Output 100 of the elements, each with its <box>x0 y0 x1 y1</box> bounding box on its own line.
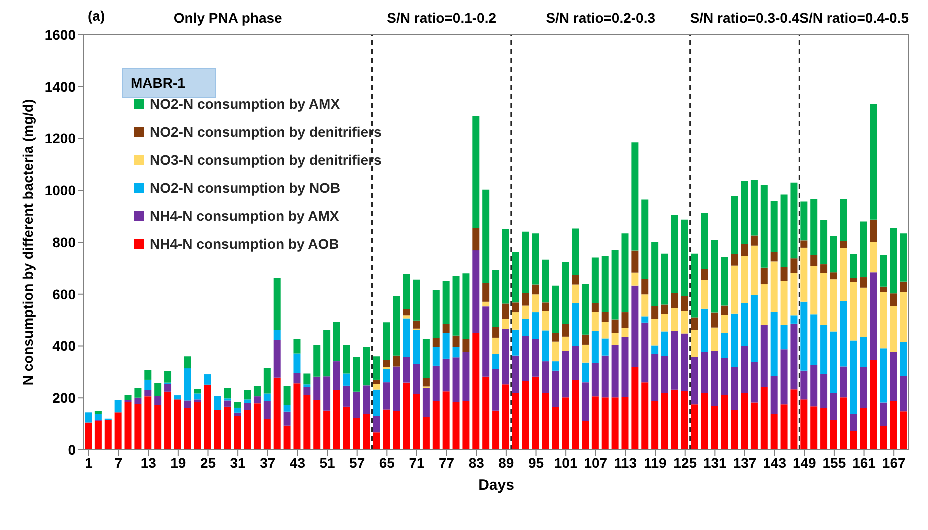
bar <box>174 396 182 400</box>
bar <box>800 302 808 371</box>
bar <box>790 316 798 324</box>
x-tick-label: 131 <box>703 454 728 471</box>
bar <box>741 181 748 244</box>
bar <box>592 331 599 364</box>
bar <box>373 380 380 384</box>
bar <box>592 363 599 397</box>
bar <box>632 272 639 286</box>
bar <box>403 318 410 358</box>
bar <box>642 279 649 295</box>
bar <box>244 400 252 404</box>
bar <box>294 354 301 374</box>
bar <box>512 393 520 450</box>
bar <box>830 393 838 420</box>
x-tick-label: 83 <box>468 454 485 471</box>
bar <box>632 142 639 251</box>
bar <box>224 388 232 399</box>
bar <box>542 260 550 303</box>
bar <box>830 420 838 450</box>
bar <box>840 366 848 398</box>
bar <box>671 308 678 332</box>
bar <box>572 275 580 285</box>
bar <box>194 402 202 450</box>
bar <box>582 362 589 383</box>
bar <box>880 402 888 426</box>
text: S/N ratio=0.4-0.5 <box>800 10 909 26</box>
bar <box>274 278 281 330</box>
bar <box>284 405 291 412</box>
bar <box>432 401 440 450</box>
bar <box>662 314 669 332</box>
bar <box>572 284 580 304</box>
bar <box>662 332 669 356</box>
legend-label: NH4-N consumption by AMX <box>150 208 340 224</box>
bar <box>800 202 808 241</box>
bar <box>274 330 281 340</box>
bar <box>741 393 748 450</box>
bar <box>632 286 639 368</box>
bar <box>850 340 858 414</box>
bar <box>642 316 649 323</box>
bar <box>850 431 858 450</box>
bar <box>622 328 629 338</box>
bar <box>224 400 232 407</box>
bar <box>770 252 778 262</box>
bar <box>403 309 410 316</box>
bar <box>602 312 609 322</box>
bar <box>721 395 728 450</box>
bar <box>860 408 868 450</box>
bar <box>820 374 828 408</box>
bar <box>204 374 212 385</box>
bar <box>552 333 560 342</box>
bar <box>662 356 669 394</box>
bar <box>602 338 609 356</box>
bar <box>562 262 570 324</box>
bar <box>542 362 550 394</box>
bar <box>264 394 271 401</box>
legend-label: NO3-N consumption by denitrifiers <box>150 152 382 168</box>
bar <box>562 351 570 398</box>
y-tick-label: 400 <box>52 338 76 354</box>
bar <box>652 346 659 354</box>
x-tick-label: 113 <box>614 454 638 471</box>
bar <box>353 392 360 418</box>
bar <box>592 258 599 304</box>
x-tick-label: 71 <box>409 454 425 471</box>
text: Only PNA phase <box>174 10 282 26</box>
x-tick-label: 155 <box>822 454 846 471</box>
bar <box>790 324 798 390</box>
bar <box>254 396 261 404</box>
bar <box>880 254 888 287</box>
bar <box>482 283 490 302</box>
bar <box>870 104 878 220</box>
bar <box>820 220 828 265</box>
bar <box>552 342 560 362</box>
bar <box>413 394 420 450</box>
bar <box>711 240 718 313</box>
bar <box>900 282 908 292</box>
x-tick-label: 51 <box>320 454 336 471</box>
bar <box>383 382 390 410</box>
bar <box>224 406 232 450</box>
bar <box>602 322 609 339</box>
bar <box>532 234 540 285</box>
bar <box>164 392 172 450</box>
bar <box>184 356 192 369</box>
bar <box>144 390 152 397</box>
bar <box>760 387 768 450</box>
bar <box>572 346 580 380</box>
bar <box>274 378 281 450</box>
y-tick-label: 800 <box>52 234 76 250</box>
bar <box>452 336 460 348</box>
bar <box>154 383 162 396</box>
x-tick-label: 25 <box>200 454 216 471</box>
bar <box>393 356 400 367</box>
bar <box>790 258 798 274</box>
bar <box>482 190 490 284</box>
bar <box>522 306 530 320</box>
bar <box>741 346 748 394</box>
bar <box>652 306 659 320</box>
y-axis-title: N consumption by different bacteria (mg/d) <box>20 99 36 386</box>
bar <box>532 312 540 340</box>
bar <box>403 316 410 319</box>
